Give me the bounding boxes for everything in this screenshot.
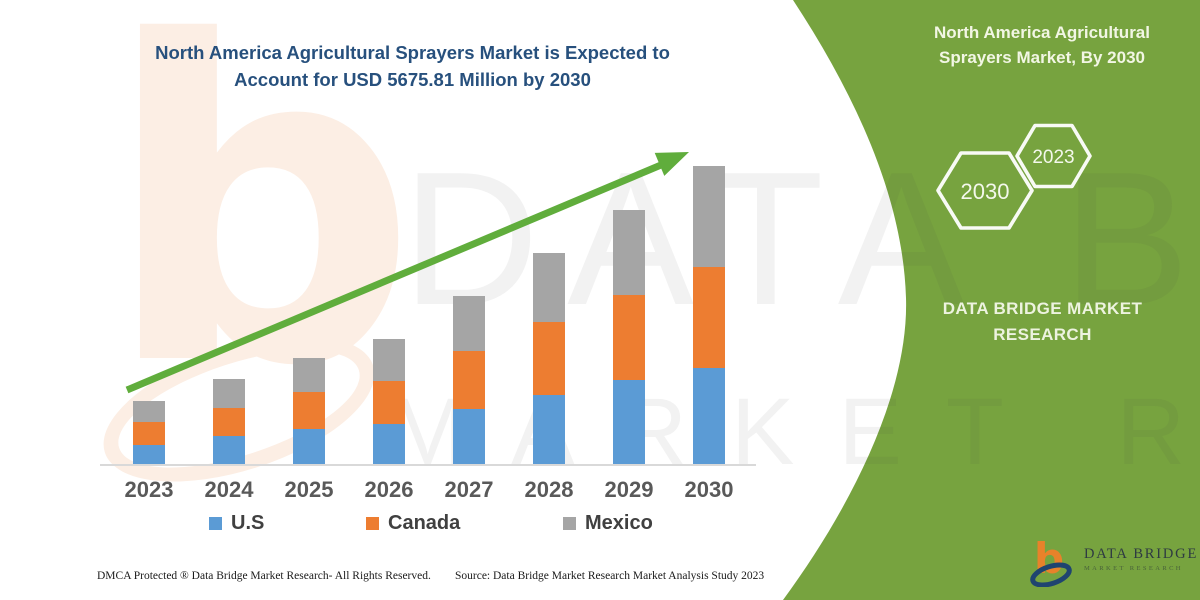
source-note: Source: Data Bridge Market Research Mark… xyxy=(455,570,765,582)
side-panel-brand: DATA BRIDGE MARKET RESEARCH xyxy=(900,296,1185,347)
bar-2023-mexico xyxy=(133,401,165,423)
bar-2026-canada xyxy=(373,381,405,425)
side-panel-title: North America Agricultural Sprayers Mark… xyxy=(892,21,1192,70)
logo-b-glyph: b xyxy=(1034,537,1064,583)
x-label-2026: 2026 xyxy=(364,477,414,502)
legend-item-mexico: Mexico xyxy=(563,512,653,535)
data-bridge-logo-icon: b xyxy=(1030,537,1072,587)
legend-label-us: U.S xyxy=(231,512,265,534)
bar-2025 xyxy=(293,358,325,464)
green-side-panel-shape xyxy=(783,0,1200,600)
bar-2024-canada xyxy=(213,407,245,436)
legend-swatch-canada xyxy=(366,517,379,530)
bar-2028 xyxy=(533,253,565,464)
bar-2030 xyxy=(693,166,725,464)
legend-item-us: U.S xyxy=(209,512,264,535)
x-label-2024: 2024 xyxy=(204,477,254,502)
chart-legend: U.S Canada Mexico xyxy=(0,512,770,542)
bar-2024-mexico xyxy=(213,378,245,408)
watermark-text-row2: MARKET RESEARCH xyxy=(388,379,1200,485)
x-label-2023: 2023 xyxy=(124,477,174,502)
dmca-notice: DMCA Protected ® Data Bridge Market Rese… xyxy=(97,570,431,582)
bar-2030-us xyxy=(693,367,725,464)
bar-2027-canada xyxy=(453,350,485,409)
bar-2026-mexico xyxy=(373,339,405,382)
bar-2027-us xyxy=(453,408,485,464)
bar-2027 xyxy=(453,296,485,464)
bar-2030-mexico xyxy=(693,166,725,267)
logo-swoosh-ellipse xyxy=(1030,562,1072,587)
logo-text: DATA BRIDGE MARKET RESEARCH xyxy=(1084,546,1198,572)
side-panel-brand-line2: RESEARCH xyxy=(993,324,1092,344)
side-panel-title-line2: Sprayers Market, By 2030 xyxy=(938,47,1146,67)
x-label-2028: 2028 xyxy=(524,477,574,502)
x-label-2030: 2030 xyxy=(684,477,734,502)
logo-brand-text: DATA BRIDGE xyxy=(1084,546,1199,562)
bar-2025-canada xyxy=(293,392,325,430)
x-label-2029: 2029 xyxy=(604,477,654,502)
bar-2028-canada xyxy=(533,322,565,395)
bar-2029 xyxy=(613,209,645,464)
bar-2025-mexico xyxy=(293,358,325,393)
bar-2024-us xyxy=(213,435,245,464)
bar-2029-us xyxy=(613,380,645,464)
x-axis-labels: 2023 2024 2025 2026 2027 2028 2029 2030 xyxy=(85,477,757,505)
x-label-2027: 2027 xyxy=(444,477,494,502)
legend-swatch-mexico xyxy=(563,517,576,530)
bar-2027-mexico xyxy=(453,296,485,351)
legend-swatch-us xyxy=(209,517,222,530)
bar-2028-us xyxy=(533,395,565,464)
legend-label-mexico: Mexico xyxy=(585,512,653,534)
bar-2023 xyxy=(133,401,165,464)
chart-title: North America Agricultural Sprayers Mark… xyxy=(140,40,685,94)
bar-2025-us xyxy=(293,429,325,464)
x-label-2025: 2025 xyxy=(284,477,334,502)
bar-2029-mexico xyxy=(613,209,645,295)
bar-2024 xyxy=(213,378,245,464)
bar-2023-us xyxy=(133,445,165,464)
stacked-bar-plot xyxy=(85,150,757,464)
chart-title-line2: Account for USD 5675.81 Million by 2030 xyxy=(234,68,591,90)
bar-2028-mexico xyxy=(533,253,565,322)
x-axis-line xyxy=(100,464,756,466)
logo-tagline-text: MARKET RESEARCH xyxy=(1084,565,1183,572)
bar-2029-canada xyxy=(613,294,645,380)
chart-title-line1: North America Agricultural Sprayers Mark… xyxy=(155,42,670,63)
bar-2023-canada xyxy=(133,422,165,446)
data-bridge-logo: b DATA BRIDGE MARKET RESEARCH xyxy=(1030,537,1198,587)
side-panel-brand-line1: DATA BRIDGE MARKET xyxy=(942,299,1143,318)
legend-item-canada: Canada xyxy=(366,512,460,535)
side-panel-title-line1: North America Agricultural xyxy=(933,23,1150,42)
bar-2026-us xyxy=(373,424,405,464)
bar-2030-canada xyxy=(693,266,725,368)
bar-2026 xyxy=(373,339,405,464)
legend-label-canada: Canada xyxy=(388,512,461,534)
